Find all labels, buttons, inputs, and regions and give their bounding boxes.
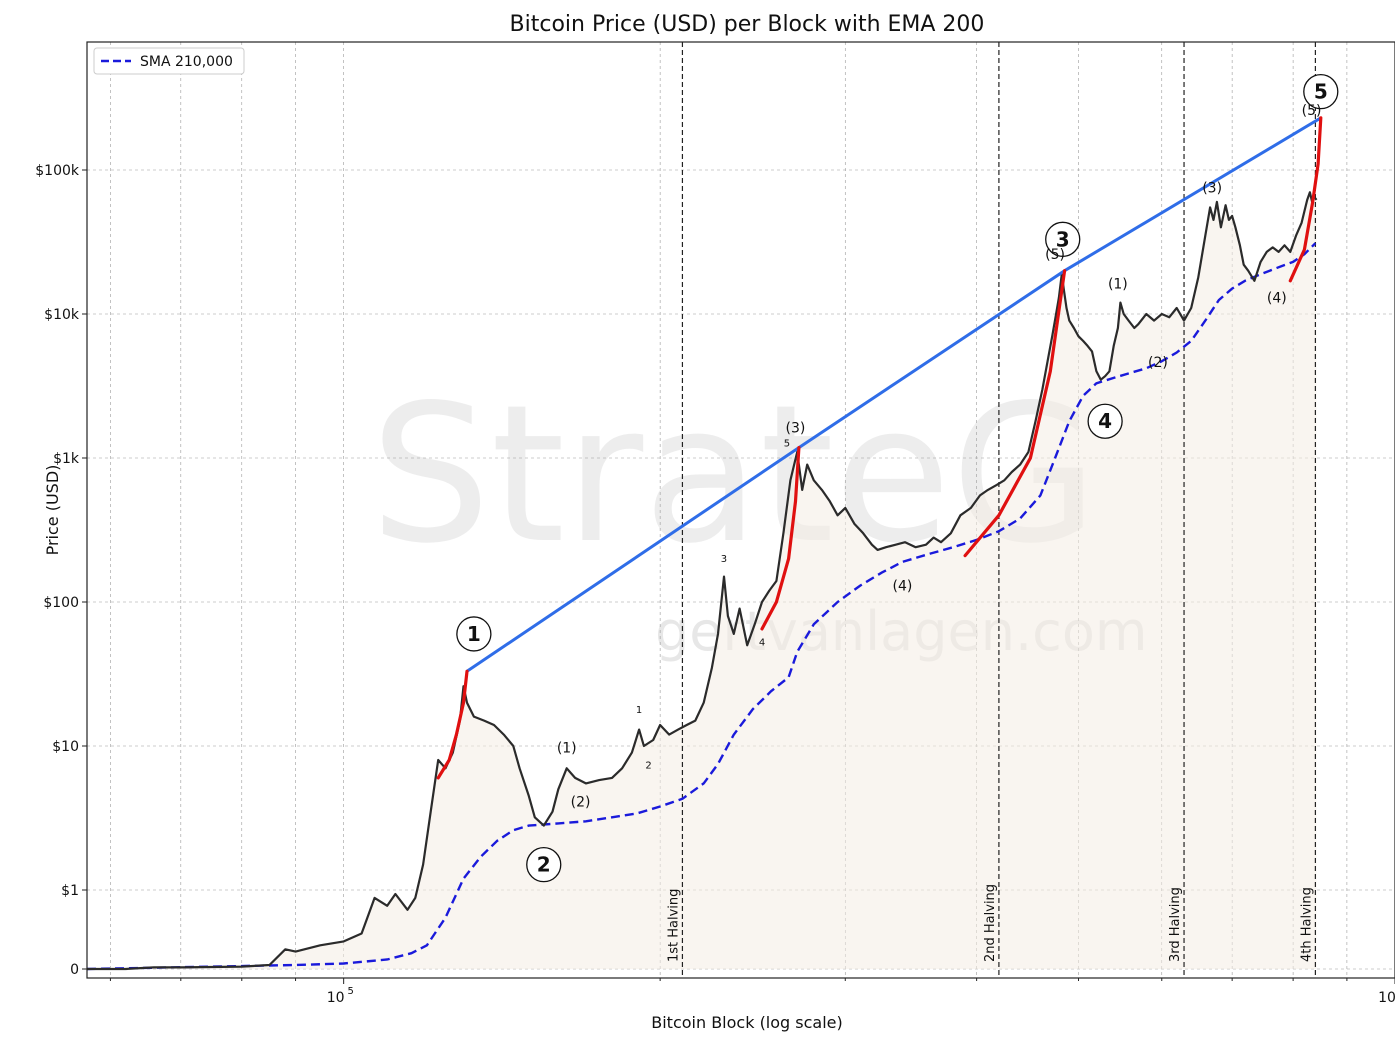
wave-label-intermediate: (4) bbox=[893, 579, 913, 595]
y-tick-label: 0 bbox=[70, 962, 79, 978]
wave-label-intermediate: (5) bbox=[1302, 103, 1322, 119]
halving-label: 3rd Halving bbox=[1168, 887, 1183, 962]
wave-circle bbox=[456, 616, 492, 652]
impulse-segment bbox=[436, 669, 469, 780]
x-tick-label: 10 bbox=[327, 990, 345, 1006]
impulse-segment bbox=[1288, 116, 1323, 283]
wave-label-major: 4 bbox=[1098, 409, 1112, 433]
halving-label: 1st Halving bbox=[666, 889, 681, 962]
wave-label-minor: 5 bbox=[784, 439, 790, 450]
halving-label: 2nd Halving bbox=[983, 884, 998, 962]
wave-label-intermediate: (3) bbox=[786, 421, 806, 437]
legend-label: SMA 210,000 bbox=[140, 54, 233, 70]
series-lines bbox=[86, 116, 1323, 971]
wave-label-intermediate: (2) bbox=[1148, 355, 1168, 371]
price-area-fill bbox=[87, 192, 1317, 970]
impulse-segment bbox=[760, 446, 801, 631]
x-axis-label: Bitcoin Block (log scale) bbox=[651, 1013, 843, 1032]
wave-circle bbox=[1045, 221, 1081, 257]
wave-label-major: 5 bbox=[1314, 80, 1328, 104]
sma-line bbox=[86, 242, 1317, 971]
price-fill bbox=[87, 192, 1317, 970]
y-tick-label: $10 bbox=[52, 739, 79, 755]
trend-line bbox=[466, 116, 1322, 673]
wave-label-intermediate: (1) bbox=[557, 741, 577, 757]
wave-circle bbox=[526, 846, 562, 883]
y-axis-label: Price (USD) bbox=[43, 465, 62, 556]
wave-label-major: 1 bbox=[467, 622, 481, 646]
wave-label-minor: 3 bbox=[721, 554, 727, 565]
wave-annotations: 1 2 3 4 5 (1) (2) (3) (4) (5) (1) (2) (3) (4) (5) 1 2 3 4 5 bbox=[456, 74, 1339, 883]
y-tick-label: $100 bbox=[43, 595, 79, 611]
wave-circle bbox=[1303, 74, 1339, 110]
legend-box bbox=[93, 47, 245, 75]
wave-label-intermediate: (5) bbox=[1045, 247, 1065, 263]
x-tick-exponent: 5 bbox=[347, 986, 353, 997]
plot-frame bbox=[86, 41, 1395, 979]
wave-label-major: 2 bbox=[537, 853, 551, 877]
wave-label-minor: 1 bbox=[636, 705, 642, 716]
axes: 0$1$10$100$1k$10k$100k105106 bbox=[35, 163, 1395, 1006]
wave-label-intermediate: (2) bbox=[571, 795, 591, 811]
y-tick-label: $1k bbox=[53, 451, 80, 467]
price-line bbox=[87, 191, 1318, 971]
y-tick-label: $100k bbox=[35, 163, 80, 179]
chart-title: Bitcoin Price (USD) per Block with EMA 2… bbox=[510, 12, 985, 37]
wave-label-intermediate: (4) bbox=[1267, 291, 1287, 307]
wave-label-intermediate: (1) bbox=[1108, 277, 1128, 293]
wave-label-minor: 4 bbox=[759, 637, 765, 648]
wave-label-major: 3 bbox=[1056, 227, 1070, 251]
wave-label-intermediate: (3) bbox=[1202, 180, 1222, 196]
y-tick-label: $1 bbox=[61, 883, 79, 899]
y-tick-label: $10k bbox=[44, 307, 80, 323]
wave-circle bbox=[1087, 403, 1123, 439]
halving-label: 4th Halving bbox=[1299, 887, 1314, 962]
wave-label-minor: 2 bbox=[645, 760, 651, 771]
x-tick-label: 10 bbox=[1378, 990, 1395, 1006]
legend: SMA 210,000 bbox=[93, 47, 245, 75]
impulse-segment bbox=[963, 269, 1067, 558]
